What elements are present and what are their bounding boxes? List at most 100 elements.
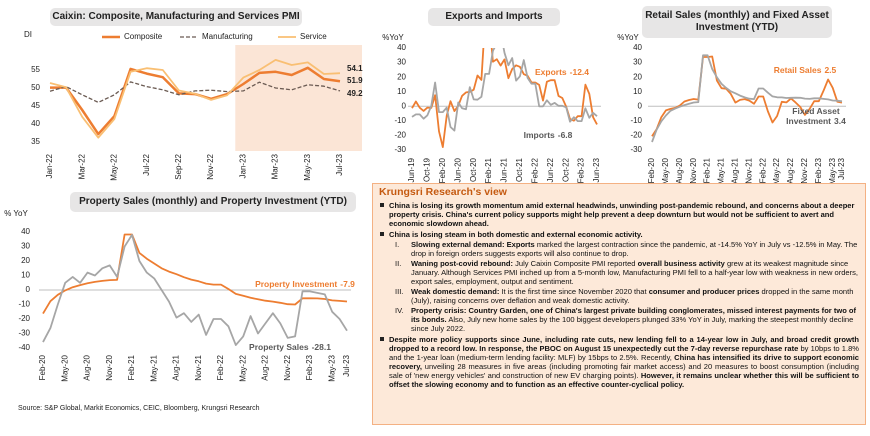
- run: China has intensified its drive to suppo…: [389, 353, 860, 372]
- numeral: IV.: [395, 306, 404, 316]
- series-name: Imports: [523, 130, 555, 140]
- x-tick-label: May-21: [717, 157, 726, 184]
- x-tick-label: Feb-21: [703, 157, 712, 183]
- y-tick-label: 40: [21, 227, 30, 236]
- run: It is the first time since November 2020…: [499, 287, 649, 297]
- x-tick-label: May-20: [60, 354, 69, 381]
- run: grew at its weakest magnitude since Janu…: [411, 258, 859, 286]
- x-tick-label: Feb-23: [814, 157, 823, 183]
- x-tick-label: Nov-20: [105, 354, 114, 380]
- x-tick-label: Aug-20: [675, 157, 684, 183]
- chart-title: Exports and Imports: [428, 8, 560, 26]
- y-tick-label: 20: [21, 256, 30, 265]
- point-text: China is losing steam in both domestic a…: [389, 229, 643, 239]
- y-tick-label: 40: [31, 119, 40, 128]
- x-tick-label: Aug-22: [786, 157, 795, 183]
- y-tick-label: 30: [633, 58, 642, 67]
- x-tick-label: Feb-21: [127, 354, 136, 380]
- run: dropped in the same month (July), raisin…: [411, 287, 854, 306]
- x-tick-label: Jun-22: [546, 157, 555, 182]
- x-tick-label: Jul-23: [335, 153, 344, 175]
- y-tick-label: 10: [633, 87, 642, 96]
- x-tick-label: Feb-22: [216, 354, 225, 380]
- x-tick-label: Nov-22: [283, 354, 292, 380]
- numeral: I.: [395, 239, 400, 249]
- series-line: [651, 54, 843, 143]
- x-tick-label: May-22: [110, 153, 119, 180]
- legend-label: Composite: [124, 32, 163, 41]
- y-tick-label: 50: [31, 83, 40, 92]
- y-tick-label: -30: [18, 329, 30, 338]
- series-line: [411, 48, 598, 132]
- x-tick-label: Feb-21: [484, 157, 493, 183]
- series-name: Retail Sales: [773, 65, 822, 75]
- x-tick-label: Feb-23: [305, 354, 314, 380]
- subpoint: III. Weak domestic demand: It is the firs…: [389, 287, 859, 305]
- y-axis-label: % YoY: [4, 209, 28, 218]
- x-tick-label: May-22: [772, 157, 781, 184]
- numeral: II.: [395, 258, 402, 268]
- series-label: Fixed Asset Investment 3.4: [778, 106, 854, 127]
- y-tick-label: -30: [394, 145, 406, 154]
- subpoint: II. Waning post-covid rebound: July Caixi…: [389, 259, 859, 286]
- y-tick-label: 10: [21, 271, 30, 280]
- y-tick-label: -30: [630, 145, 642, 154]
- run: July Caixin Composite PMI reported: [513, 258, 638, 268]
- series-name: Exports: [534, 67, 567, 77]
- x-tick-label: Feb-23: [577, 157, 586, 183]
- x-tick-label: Feb-22: [758, 157, 767, 183]
- x-tick-label: Aug-20: [83, 354, 92, 380]
- x-tick-label: Aug-21: [731, 157, 740, 183]
- series-label: Property Sales -28.1: [230, 342, 350, 353]
- y-axis-label: DI: [24, 30, 32, 39]
- x-tick-label: May-21: [149, 354, 158, 381]
- y-tick-label: 20: [633, 72, 642, 81]
- series-name: Property Sales: [249, 342, 309, 352]
- run: marked the largest contraction since the…: [411, 239, 858, 258]
- x-tick-label: Nov-22: [800, 157, 809, 183]
- x-tick-label: Feb-20: [647, 157, 656, 183]
- x-tick-label: Jun-20: [453, 157, 462, 182]
- point: China is losing steam in both domestic a…: [379, 230, 859, 334]
- y-tick-label: -10: [630, 116, 642, 125]
- x-tick-label: Oct-20: [469, 157, 478, 182]
- chart: DI 35 40 45 50 55 Jan-22 Mar-22 May-22 Jul-22 Sep-…: [24, 30, 363, 181]
- x-tick-label: Jun-19: [407, 157, 416, 182]
- y-axis-label: %YoY: [617, 33, 639, 42]
- x-tick-label: Feb-20: [438, 157, 447, 183]
- y-tick-label: -10: [18, 300, 30, 309]
- x-tick-label: May-22: [238, 354, 247, 381]
- y-tick-label: 30: [397, 58, 406, 67]
- series-last-value: -28.1: [311, 342, 331, 352]
- y-tick-label: 20: [397, 72, 406, 81]
- legend-label: Manufacturing: [202, 32, 253, 41]
- x-tick-label: May-23: [303, 153, 312, 180]
- run: Property crisis: Country Garden, one of …: [411, 306, 857, 325]
- run: overall business activity: [637, 258, 725, 268]
- run: by 10bps to 1.8% and the 1-year loan (me…: [389, 344, 859, 363]
- chart: %YoY -30 -20 -10 0 10 20 30 40 Feb-20 May-20 Aug-20…: [617, 33, 846, 185]
- y-tick-label: 40: [633, 43, 642, 52]
- x-tick-label: Jul-23: [837, 157, 846, 179]
- x-tick-label: Oct-22: [561, 157, 570, 182]
- x-tick-label: May-20: [661, 157, 670, 184]
- y-tick-label: -20: [18, 314, 30, 323]
- x-tick-label: Nov-20: [689, 157, 698, 183]
- run: unveiling 28 measures in five areas (inc…: [389, 362, 859, 381]
- commentary: Krungsri Research's view China is losing…: [372, 183, 866, 425]
- point-text: China is losing its growth momentum amid…: [389, 200, 855, 228]
- y-tick-label: 35: [31, 137, 40, 146]
- y-tick-label: 0: [402, 101, 407, 110]
- series-line: [411, 48, 598, 148]
- y-tick-label: 45: [31, 101, 40, 110]
- chart-title: Property Sales (monthly) and Property In…: [70, 192, 356, 212]
- series-label: Retail Sales 2.5: [765, 65, 845, 76]
- series-label: Imports -6.8: [508, 130, 588, 141]
- run: consumer and producer prices: [648, 287, 760, 297]
- y-tick-label: -20: [394, 131, 406, 140]
- point: Despite more policy supports since June,…: [379, 335, 859, 389]
- y-tick-label: 55: [31, 65, 40, 74]
- series-name: Fixed Asset Investment: [786, 106, 840, 126]
- x-tick-label: Mar-23: [271, 153, 280, 179]
